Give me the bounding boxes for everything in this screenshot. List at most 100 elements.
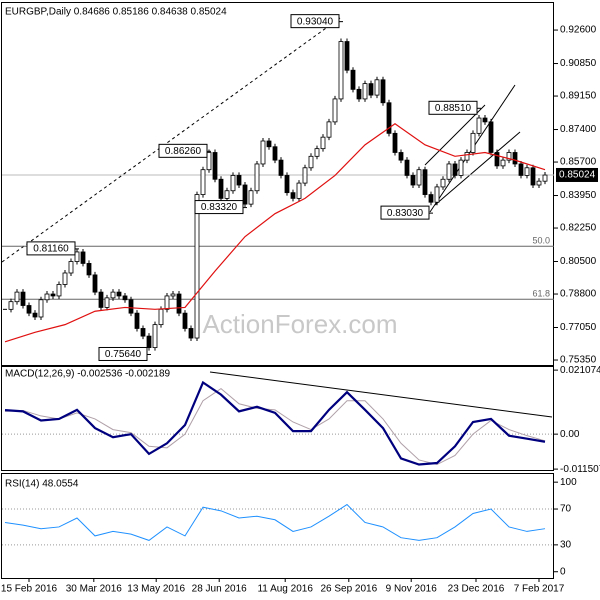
candle (278, 159, 284, 176)
candle (26, 305, 32, 314)
candle (410, 175, 416, 186)
candle (200, 169, 206, 195)
candle (422, 169, 428, 195)
candle (440, 178, 446, 188)
annotation-box (26, 241, 76, 256)
candle (542, 174, 548, 182)
channel-line (434, 131, 521, 206)
y-tick-label: 0.78800 (560, 289, 597, 300)
candle (482, 117, 488, 123)
candle (128, 299, 134, 314)
candle (476, 117, 482, 134)
y-tick-label: -0.011507 (560, 464, 600, 475)
candle (350, 69, 356, 90)
candle (464, 152, 470, 161)
candle (122, 295, 128, 301)
annotation-box (158, 143, 208, 158)
x-tick-label: 9 Nov 2016 (386, 584, 438, 595)
candle (44, 293, 50, 301)
candle (518, 163, 524, 176)
annotation-label: 0.83030 (387, 208, 424, 219)
candle (20, 291, 26, 306)
rsi-line (4, 503, 546, 541)
x-tick-label: 28 Jun 2016 (192, 584, 247, 595)
chart-title: EURGBP,Daily 0.84686 0.85186 0.84638 0.8… (5, 7, 227, 18)
candle (32, 312, 38, 318)
annotation-label: 0.86260 (165, 146, 202, 157)
candle (272, 146, 278, 161)
candle (392, 132, 398, 153)
macd-line (4, 387, 546, 466)
y-tick-label: 100 (560, 477, 577, 488)
candle (62, 272, 68, 285)
candle (506, 152, 512, 161)
y-tick-label: 70 (560, 504, 572, 515)
candle (452, 163, 458, 176)
candle (488, 121, 494, 153)
candle (404, 159, 410, 176)
macd-trend-line (209, 371, 553, 418)
channel-line (424, 104, 486, 166)
annotation-label: 0.81160 (33, 244, 69, 255)
candle (38, 299, 44, 318)
x-tick-label: 30 Mar 2016 (66, 584, 123, 595)
annotation-box (428, 100, 478, 115)
last-price-box (556, 167, 598, 182)
candle (248, 190, 254, 205)
candle (470, 132, 476, 153)
candle (206, 152, 212, 171)
candle (374, 79, 380, 96)
candle (458, 159, 464, 176)
macd-title: MACD(12,26,9) -0.002536 -0.002189 (5, 369, 171, 380)
candle (98, 291, 104, 308)
y-tick-label: 0.00 (560, 429, 580, 440)
candle (80, 251, 86, 264)
candle (434, 186, 440, 203)
candle (500, 159, 506, 167)
candle (218, 178, 224, 199)
x-tick-label: 23 Dec 2016 (448, 584, 505, 595)
candle (362, 83, 368, 100)
candle (512, 152, 518, 165)
candle (14, 291, 20, 303)
x-tick-label: 15 Feb 2016 (1, 584, 58, 595)
candle (332, 98, 338, 123)
x-tick-label: 7 Feb 2017 (514, 584, 565, 595)
candle (74, 251, 80, 262)
candle (344, 41, 350, 71)
candle (380, 79, 386, 104)
candle (524, 167, 530, 176)
candle (152, 324, 158, 348)
candle (254, 163, 260, 192)
macd-panel (1, 366, 554, 471)
candle (356, 88, 362, 100)
macd-line (4, 380, 546, 466)
candle (320, 136, 326, 150)
annotation-label: 0.88510 (435, 103, 472, 114)
candle (56, 284, 62, 297)
x-tick-label: 13 May 2016 (127, 584, 185, 595)
y-tick-label: 0.77050 (560, 322, 597, 333)
candle (104, 297, 110, 308)
candle (86, 263, 92, 276)
candle (296, 182, 302, 199)
candle (536, 180, 542, 186)
candle (368, 83, 374, 96)
annotation-box (380, 205, 430, 220)
x-tick-label: 11 Aug 2016 (257, 584, 313, 595)
main-panel (1, 2, 554, 366)
candle (170, 293, 176, 297)
level-label: 61.8 (532, 289, 550, 299)
y-tick-label: 0.92600 (560, 25, 597, 36)
candle (308, 155, 314, 169)
candle (68, 261, 74, 274)
candle (134, 312, 140, 329)
y-tick-label: 30 (560, 540, 572, 551)
candle (416, 169, 422, 186)
candle (176, 293, 182, 314)
candle (140, 328, 146, 337)
candle (146, 335, 152, 348)
moving-average (4, 123, 546, 343)
annotation-label: 0.75640 (105, 349, 142, 360)
